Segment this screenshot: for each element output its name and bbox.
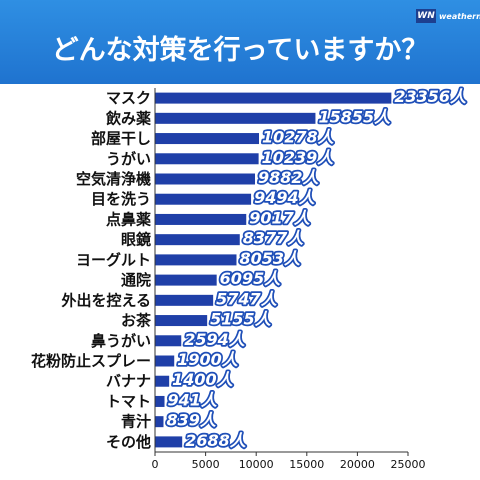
value-label: 10278人 bbox=[262, 128, 335, 147]
value-label: 9494人 bbox=[254, 188, 316, 207]
bar bbox=[155, 315, 208, 327]
category-label: 飲み薬 bbox=[105, 109, 151, 127]
bars-layer bbox=[155, 92, 392, 448]
x-tick-label: 15000 bbox=[289, 458, 324, 471]
category-label: 花粉防止スプレー bbox=[31, 352, 151, 370]
logo-text: weathernews bbox=[439, 11, 480, 21]
weathernews-logo: WN weathernews bbox=[416, 7, 480, 25]
value-label: 10239人 bbox=[262, 148, 335, 167]
category-label: お茶 bbox=[121, 312, 152, 330]
value-label: 5747人 bbox=[216, 289, 278, 308]
bar bbox=[155, 92, 392, 104]
header-banner: WN weathernews どんな対策を行っていますか？ bbox=[0, 0, 480, 84]
x-tick-label: 5000 bbox=[192, 458, 220, 471]
bar bbox=[155, 112, 316, 124]
value-label: 15855人 bbox=[318, 107, 391, 126]
category-labels: マスク飲み薬部屋干しうがい空気清浄機目を洗う点鼻薬眼鏡ヨーグルト通院外出を控える… bbox=[31, 89, 152, 451]
bar bbox=[155, 355, 175, 367]
bar bbox=[155, 173, 256, 185]
value-label: 8053人 bbox=[239, 249, 301, 268]
value-label: 839人 bbox=[166, 411, 216, 430]
value-label: 941人 bbox=[168, 390, 218, 409]
value-label: 1400人 bbox=[172, 370, 234, 389]
category-label: うがい bbox=[106, 150, 151, 168]
x-tick-label: 20000 bbox=[340, 458, 375, 471]
bar bbox=[155, 213, 247, 225]
category-label: 空気清浄機 bbox=[76, 170, 151, 188]
category-label: マスク bbox=[106, 89, 151, 107]
x-tick-label: 10000 bbox=[239, 458, 274, 471]
x-tick-label: 25000 bbox=[391, 458, 426, 471]
bar bbox=[155, 416, 164, 428]
bar bbox=[155, 193, 252, 205]
value-label: 2594人 bbox=[184, 330, 246, 349]
chart-title: どんな対策を行っていますか？ bbox=[51, 35, 429, 66]
value-label: 6095人 bbox=[220, 269, 282, 288]
bar bbox=[155, 234, 240, 246]
bar bbox=[155, 436, 183, 448]
bar bbox=[155, 274, 217, 286]
x-tick-label: 0 bbox=[152, 458, 159, 471]
category-label: 外出を控える bbox=[60, 291, 151, 309]
category-label: 部屋干し bbox=[91, 130, 151, 148]
category-label: ヨーグルト bbox=[76, 251, 151, 269]
category-label: 眼鏡 bbox=[121, 231, 151, 249]
category-label: 点鼻薬 bbox=[106, 210, 151, 228]
bar bbox=[155, 335, 182, 347]
value-label: 8377人 bbox=[243, 229, 305, 248]
category-label: 通院 bbox=[121, 271, 151, 289]
value-label: 1900人 bbox=[177, 350, 239, 369]
category-label: 青汁 bbox=[121, 413, 151, 431]
x-axis: 0 5000 10000 15000 20000 25000 bbox=[152, 88, 426, 471]
bar bbox=[155, 254, 237, 266]
value-label: 5155人 bbox=[210, 310, 272, 329]
bar bbox=[155, 294, 214, 306]
bar bbox=[155, 153, 259, 165]
category-label: 目を洗う bbox=[91, 190, 151, 208]
category-label: バナナ bbox=[106, 372, 151, 390]
category-label: 鼻うがい bbox=[91, 332, 151, 350]
value-label: 2688人 bbox=[185, 431, 247, 450]
bar bbox=[155, 395, 165, 407]
bar bbox=[155, 133, 260, 145]
category-label: その他 bbox=[106, 433, 151, 451]
category-label: トマト bbox=[106, 392, 151, 410]
value-label: 23356人 bbox=[394, 87, 467, 106]
logo-mark: WN bbox=[416, 9, 436, 23]
value-label: 9017人 bbox=[249, 208, 311, 227]
value-label: 9882人 bbox=[258, 168, 320, 187]
bar bbox=[155, 375, 170, 387]
